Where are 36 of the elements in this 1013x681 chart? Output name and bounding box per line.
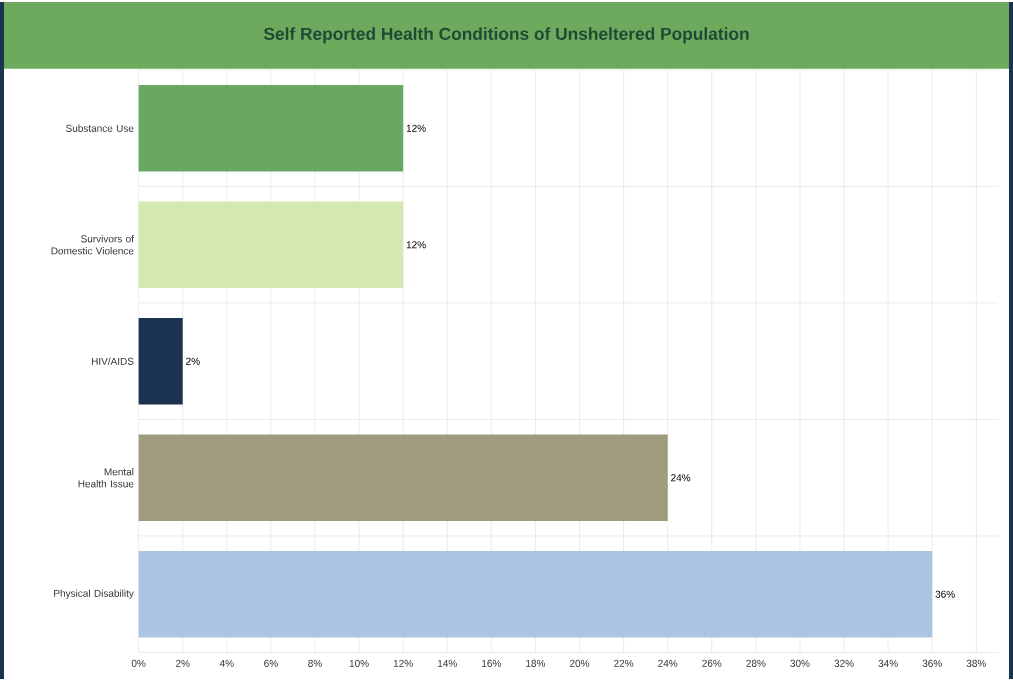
x-tick-label: 16%	[482, 659, 501, 667]
bar	[138, 317, 183, 405]
y-tick-label: HIV/AIDS	[91, 357, 134, 365]
data-label: 36%	[935, 590, 955, 598]
y-tick-label: Physical Disability	[54, 589, 134, 599]
data-label: 12%	[406, 124, 426, 132]
data-label: 12%	[406, 241, 426, 249]
x-tick-label: 26%	[702, 659, 722, 667]
x-tick-label: 30%	[790, 659, 810, 667]
x-tick-label: 8%	[308, 659, 322, 667]
x-tick-label: 24%	[658, 659, 678, 667]
x-tick-label: 20%	[570, 659, 590, 667]
x-tick-label: 6%	[264, 659, 278, 667]
bar	[138, 434, 668, 521]
x-tick-label: 28%	[746, 659, 766, 667]
bar	[138, 550, 933, 638]
x-tick-label: 22%	[614, 659, 634, 667]
y-tick-label: Substance Use	[66, 124, 134, 132]
x-tick-label: 14%	[437, 659, 457, 667]
bar	[138, 84, 404, 172]
x-tick-label: 4%	[219, 659, 234, 667]
x-tick-label: 32%	[834, 659, 854, 667]
x-tick-label: 10%	[349, 659, 369, 667]
bar	[138, 201, 404, 288]
chart-title: Self Reported Health Conditions of Unsheltered Population	[263, 27, 749, 44]
x-tick-label: 18%	[526, 659, 546, 667]
x-tick-label: 12%	[393, 659, 413, 667]
data-label: 24%	[671, 474, 691, 482]
data-label: 2%	[186, 357, 200, 365]
x-tick-label: 34%	[878, 659, 898, 667]
y-tick-label: Mental Health Issue	[78, 468, 134, 488]
x-tick-label: 36%	[922, 659, 942, 667]
x-tick-label: 2%	[176, 659, 190, 667]
x-tick-label: 0%	[131, 659, 146, 667]
x-tick-label: 38%	[966, 659, 986, 667]
y-tick-label: Survivors of Domestic Violence	[51, 235, 134, 255]
